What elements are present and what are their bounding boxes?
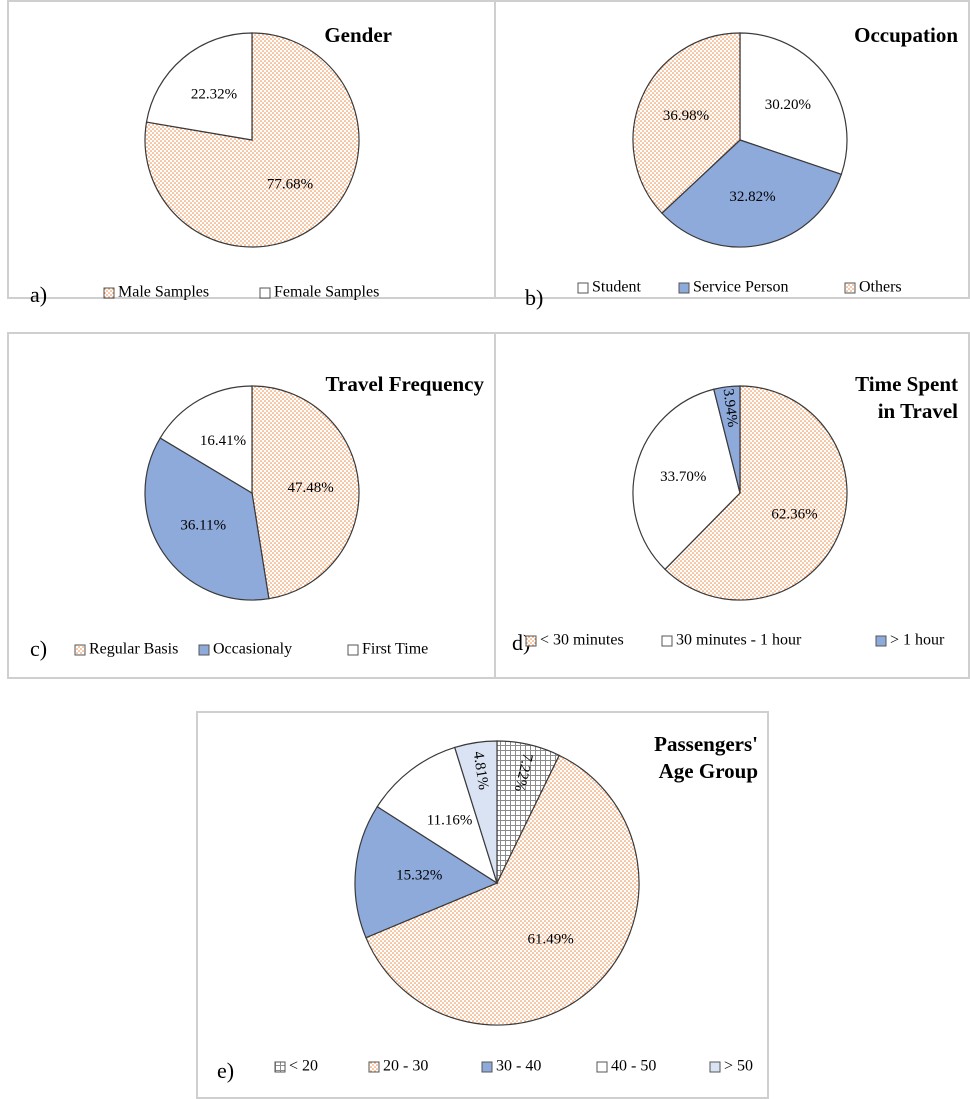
legend-label: 40 - 50 <box>611 1058 656 1075</box>
legend-label: > 50 <box>724 1058 753 1075</box>
pie-slice <box>376 746 499 885</box>
data-label: 36.11% <box>180 517 226 533</box>
pie-slice <box>664 385 848 601</box>
data-label: 16.41% <box>200 433 246 449</box>
pie-slice <box>739 32 848 176</box>
legend-label: Female Samples <box>274 284 379 301</box>
chart-title: Age Group <box>659 759 758 783</box>
legend-swatch <box>596 1061 608 1073</box>
data-label: 62.36% <box>771 507 817 523</box>
legend-swatch <box>577 282 589 294</box>
chart-title: Time Spent <box>855 372 958 396</box>
legend-label: 30 - 40 <box>496 1058 541 1075</box>
pie-slice <box>632 388 741 571</box>
panel-label: a) <box>30 282 47 307</box>
chart-title: Passengers' <box>654 732 758 756</box>
chart-title: Travel Frequency <box>326 372 485 396</box>
pie-slice <box>159 385 253 495</box>
legend-swatch <box>844 282 856 294</box>
legend-swatch <box>198 644 210 656</box>
legend-label: Student <box>592 279 641 296</box>
panel-label: b) <box>525 285 543 310</box>
data-label: 36.98% <box>663 108 709 124</box>
legend-swatch <box>661 635 673 647</box>
legend-label: Others <box>859 279 902 296</box>
pie-slice <box>632 32 741 214</box>
legend-swatch <box>103 287 115 299</box>
legend-swatch <box>347 644 359 656</box>
data-label: 77.68% <box>267 176 313 192</box>
data-label: 11.16% <box>427 812 473 828</box>
data-label: 22.32% <box>191 86 237 102</box>
legend-label: > 1 hour <box>890 632 945 649</box>
data-label: 4.81% <box>470 750 492 791</box>
pie-slice <box>145 32 253 141</box>
legend-swatch <box>709 1061 721 1073</box>
legend-label: Regular Basis <box>89 641 178 658</box>
legend-label: 20 - 30 <box>383 1058 428 1075</box>
panel-border <box>494 0 970 299</box>
pie-slice <box>251 385 360 600</box>
legend-swatch <box>678 282 690 294</box>
data-label: 30.20% <box>765 97 811 113</box>
chart-title: Gender <box>324 23 392 47</box>
panel-label: e) <box>217 1058 234 1083</box>
pie-slice <box>713 385 741 494</box>
legend-swatch <box>274 1061 286 1073</box>
data-label: 32.82% <box>729 189 775 205</box>
legend-label: < 20 <box>289 1058 318 1075</box>
legend-swatch <box>481 1061 493 1073</box>
pie-slice <box>144 32 360 248</box>
data-label: 3.94% <box>720 388 741 428</box>
data-label: 61.49% <box>527 931 573 947</box>
panel-label: c) <box>30 636 47 661</box>
legend-swatch <box>875 635 887 647</box>
legend-label: Male Samples <box>118 284 209 301</box>
pie-slice <box>661 139 843 248</box>
legend-label: < 30 minutes <box>540 632 624 649</box>
panel-border <box>494 332 970 679</box>
panel-border <box>196 711 769 1099</box>
pie-slice <box>365 754 640 1026</box>
pie-slice <box>144 437 270 601</box>
legend-swatch <box>74 644 86 656</box>
pie-slice <box>453 740 498 884</box>
data-label: 47.48% <box>288 480 334 496</box>
chart-title: Occupation <box>854 23 958 47</box>
legend-swatch <box>259 287 271 299</box>
legend-label: First Time <box>362 641 428 658</box>
chart-title: in Travel <box>878 399 958 423</box>
legend-swatch <box>525 635 537 647</box>
data-label: 15.32% <box>396 868 442 884</box>
legend-label: Occasionaly <box>213 641 292 658</box>
legend-label: Service Person <box>693 279 789 296</box>
legend-label: 30 minutes - 1 hour <box>676 632 802 649</box>
data-label: 33.70% <box>660 469 706 485</box>
pie-slice <box>354 805 499 939</box>
legend-swatch <box>368 1061 380 1073</box>
